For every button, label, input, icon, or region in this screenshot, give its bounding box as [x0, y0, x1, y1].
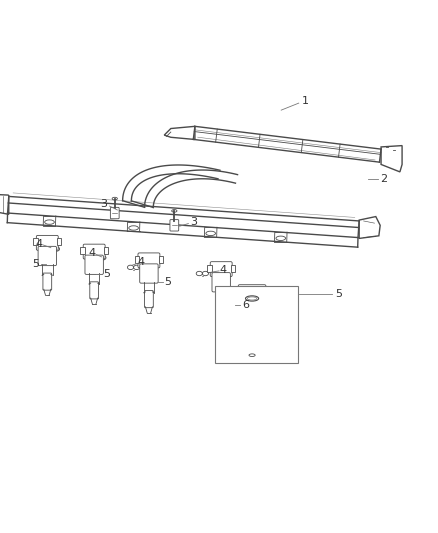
FancyBboxPatch shape: [85, 255, 103, 274]
Bar: [57, 238, 61, 246]
FancyBboxPatch shape: [43, 273, 52, 290]
Text: 5: 5: [32, 259, 39, 269]
FancyBboxPatch shape: [83, 244, 105, 259]
Bar: [135, 256, 139, 263]
FancyBboxPatch shape: [212, 273, 230, 292]
Text: 1: 1: [302, 96, 309, 106]
FancyBboxPatch shape: [145, 290, 153, 308]
Text: 4: 4: [35, 239, 42, 249]
FancyBboxPatch shape: [240, 299, 264, 323]
FancyBboxPatch shape: [90, 282, 99, 299]
Bar: [80, 247, 85, 254]
Text: 3: 3: [190, 217, 197, 227]
FancyBboxPatch shape: [36, 236, 58, 251]
FancyBboxPatch shape: [217, 300, 226, 317]
Text: 4: 4: [220, 265, 227, 275]
Text: 6: 6: [242, 300, 249, 310]
Bar: [234, 288, 240, 297]
Bar: [265, 288, 270, 297]
Bar: [207, 265, 212, 272]
Text: 4: 4: [88, 248, 95, 259]
FancyBboxPatch shape: [210, 262, 232, 277]
Bar: [33, 238, 38, 246]
FancyBboxPatch shape: [140, 264, 158, 283]
FancyBboxPatch shape: [110, 207, 119, 219]
Text: 2: 2: [380, 174, 387, 184]
Bar: [104, 247, 108, 254]
Bar: [231, 265, 235, 272]
Text: 4: 4: [138, 257, 145, 267]
Text: 5: 5: [103, 269, 110, 279]
FancyBboxPatch shape: [138, 253, 160, 268]
FancyBboxPatch shape: [38, 246, 57, 265]
Bar: [215, 286, 298, 363]
FancyBboxPatch shape: [170, 220, 179, 231]
FancyBboxPatch shape: [238, 285, 266, 303]
Text: 5: 5: [336, 289, 343, 298]
Text: 5: 5: [164, 277, 171, 287]
Bar: [159, 256, 163, 263]
Text: 3: 3: [100, 199, 107, 209]
FancyBboxPatch shape: [247, 334, 258, 355]
